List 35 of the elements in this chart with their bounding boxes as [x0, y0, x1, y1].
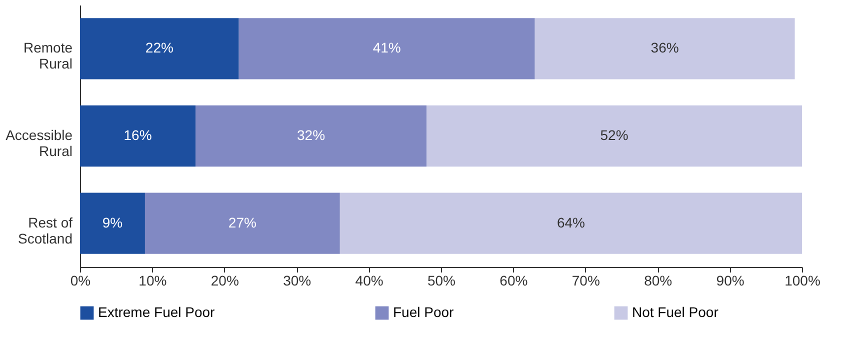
x-tick-label: 0%	[70, 272, 91, 288]
bar	[80, 18, 239, 80]
x-tick-label: 20%	[210, 272, 239, 288]
bar	[238, 18, 535, 80]
data-label: 27%	[228, 214, 256, 230]
bar	[80, 192, 145, 254]
bar	[426, 105, 802, 167]
bar	[196, 105, 427, 167]
bar	[340, 192, 802, 254]
bar	[80, 105, 196, 167]
data-label: 36%	[650, 40, 679, 56]
data-label: 9%	[102, 214, 123, 230]
x-tick-label: 70%	[572, 272, 600, 288]
data-label: 16%	[124, 127, 152, 143]
x-tick-label: 10%	[138, 272, 167, 288]
x-tick-label: 100%	[784, 272, 820, 288]
y-tick-label: Accessible Rural	[6, 127, 73, 159]
x-tick-label: 30%	[283, 272, 312, 288]
legend-label: Extreme Fuel Poor	[98, 304, 216, 320]
data-label: 64%	[556, 214, 585, 230]
x-tick-label: 60%	[500, 272, 528, 288]
data-label: 32%	[297, 127, 326, 143]
y-tick-label: Remote Rural	[23, 40, 73, 72]
x-tick-label: 90%	[716, 272, 744, 288]
x-tick-label: 40%	[355, 272, 384, 288]
x-tick-label: 50%	[427, 272, 456, 288]
y-tick-label: Rest of Scotland	[18, 214, 73, 246]
data-label: 22%	[145, 40, 174, 56]
bar	[144, 192, 340, 254]
legend-label: Not Fuel Poor	[632, 304, 719, 320]
x-tick-label: 80%	[644, 272, 672, 288]
data-label: 52%	[600, 127, 628, 143]
legend-label: Fuel Poor	[393, 304, 454, 320]
bar	[534, 18, 795, 80]
data-label: 41%	[372, 40, 401, 56]
